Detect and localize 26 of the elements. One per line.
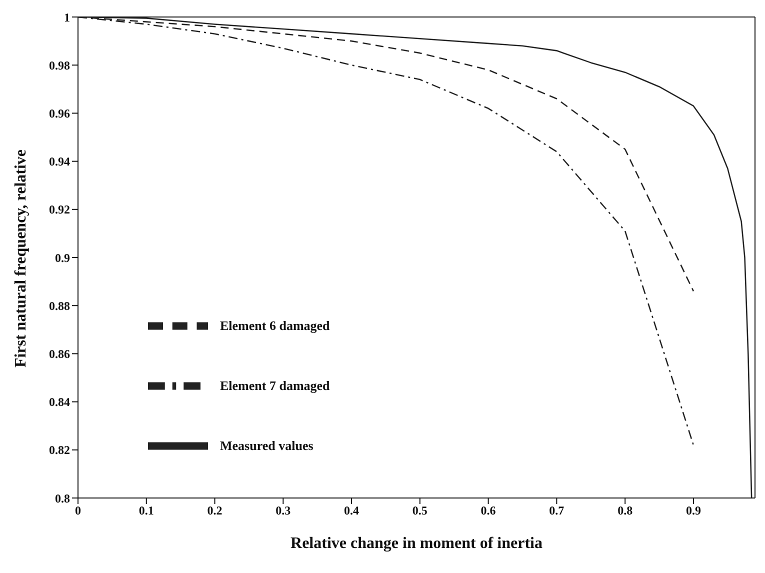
y-tick-label: 0.84 <box>49 395 70 410</box>
x-tick-label: 0.7 <box>549 504 564 518</box>
y-tick-label: 0.8 <box>55 491 70 506</box>
y-tick-label: 0.86 <box>49 346 70 361</box>
legend-label: Measured values <box>220 438 314 453</box>
y-tick-label: 0.82 <box>49 443 70 458</box>
y-tick-label: 0.92 <box>49 202 70 217</box>
x-tick-label: 0.3 <box>276 504 291 518</box>
legend-label: Element 6 damaged <box>220 318 330 333</box>
y-tick-label: 0.94 <box>49 154 70 169</box>
x-tick-label: 0.8 <box>618 504 633 518</box>
x-tick-label: 0.6 <box>480 504 496 518</box>
y-tick-label: 0.9 <box>55 250 70 265</box>
y-tick-label: 0.96 <box>49 106 70 120</box>
legend-label: Element 7 damaged <box>220 378 330 393</box>
x-tick-label: 0 <box>75 504 81 518</box>
x-axis-title: Relative change in moment of inertia <box>290 535 542 552</box>
x-tick-label: 0.1 <box>138 504 154 518</box>
x-tick-label: 0.9 <box>686 504 701 518</box>
x-tick-label: 0.2 <box>207 504 222 518</box>
y-tick-label: 0.98 <box>49 58 70 72</box>
x-tick-label: 0.4 <box>344 504 360 518</box>
y-tick-label: 0.88 <box>49 298 70 313</box>
x-tick-label: 0.5 <box>412 504 428 518</box>
y-axis-title: First natural frequency, relative <box>12 149 30 368</box>
y-tick-label: 1 <box>64 10 70 24</box>
